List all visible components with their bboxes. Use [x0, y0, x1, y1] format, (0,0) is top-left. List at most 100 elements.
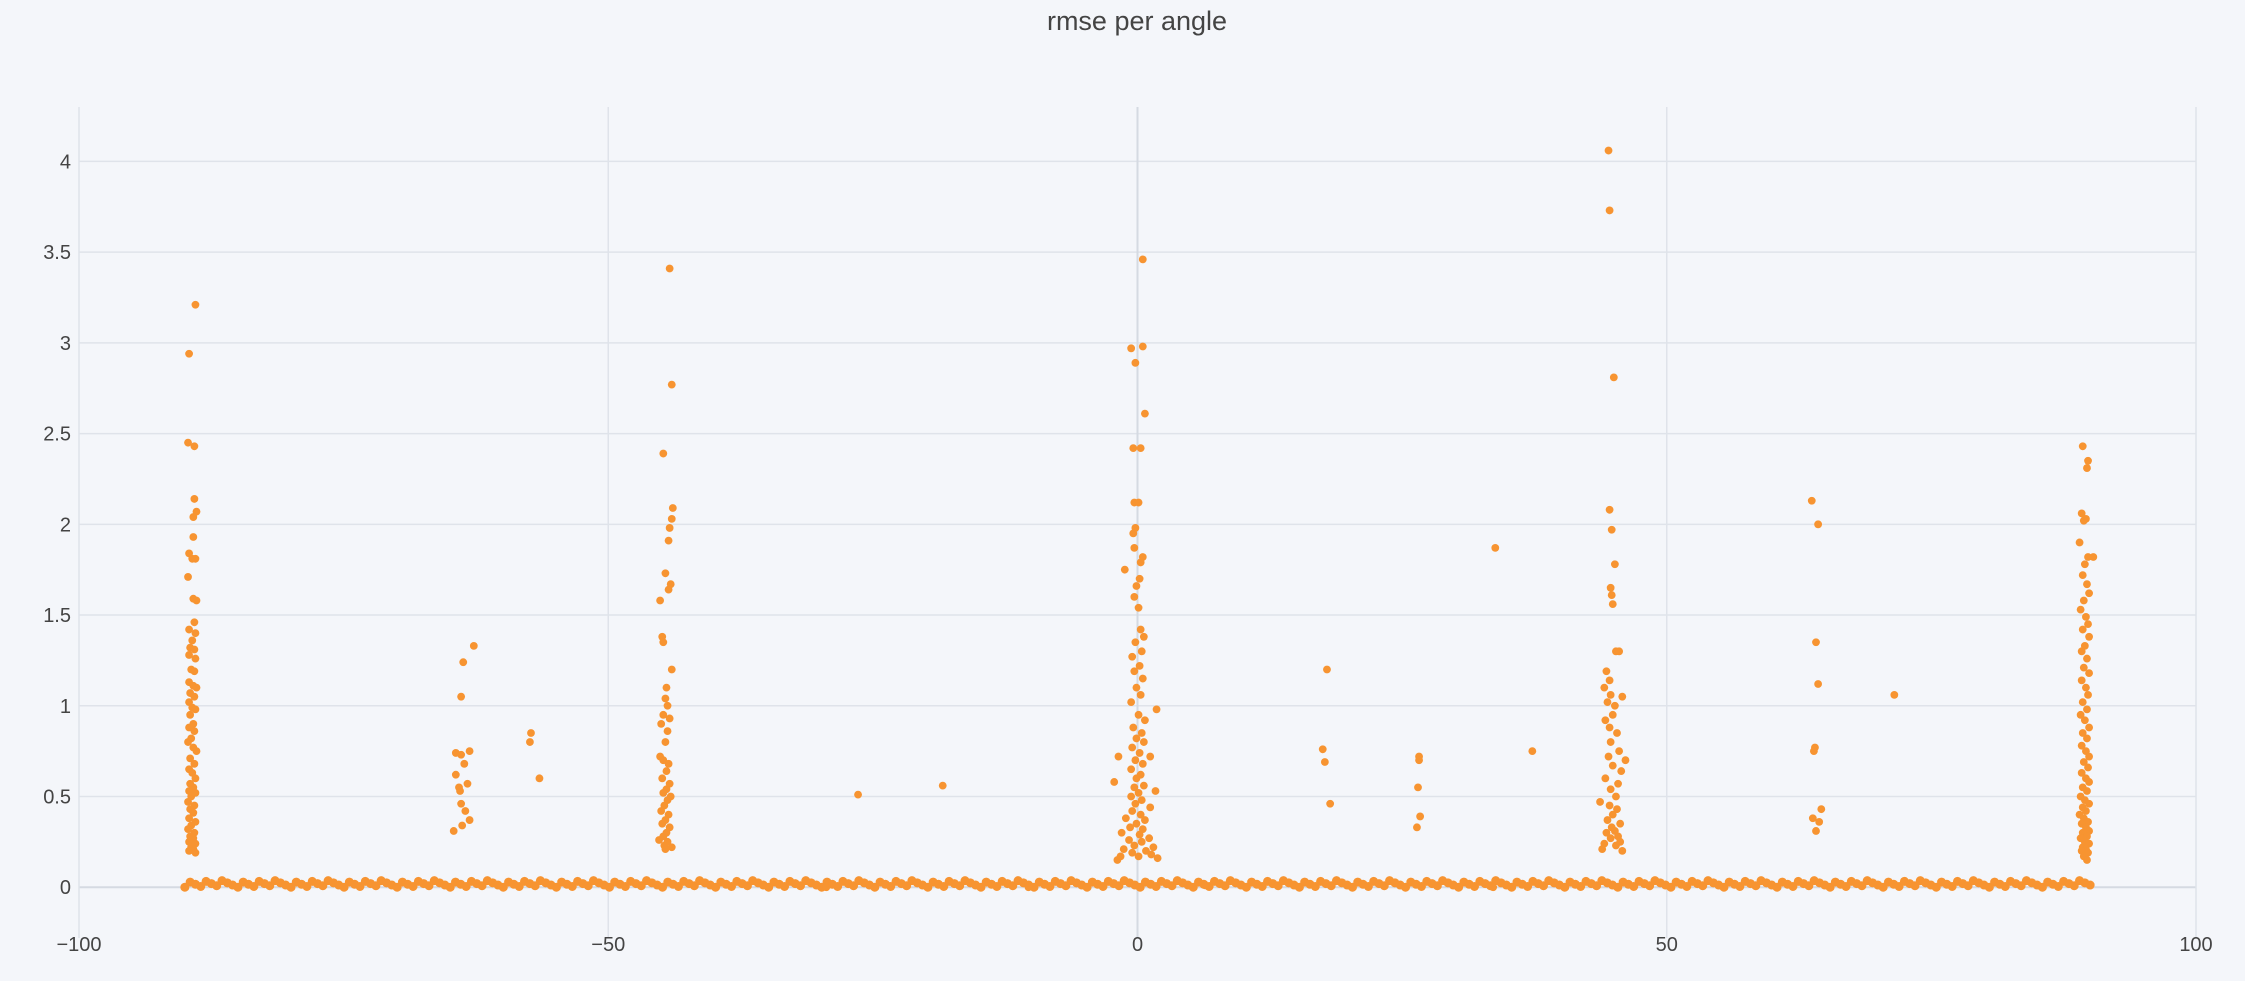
data-point: [1809, 747, 1818, 756]
data-point: [1610, 701, 1619, 710]
data-point: [1136, 444, 1145, 453]
data-point: [188, 636, 197, 645]
data-point: [1491, 544, 1500, 552]
data-point: [1138, 342, 1147, 351]
data-point: [1612, 792, 1620, 801]
data-point: [664, 536, 673, 545]
data-point: [938, 781, 947, 790]
data-point: [1807, 496, 1816, 505]
data-point: [667, 843, 676, 852]
data-point: [1528, 747, 1537, 756]
data-point: [185, 847, 193, 855]
data-point: [661, 845, 670, 853]
data-point: [1128, 743, 1137, 752]
data-point: [1614, 779, 1622, 788]
data-point: [189, 533, 198, 541]
data-point: [1125, 836, 1133, 844]
data-point: [459, 658, 468, 667]
data-point: [667, 665, 676, 674]
y-tick-label: 4: [60, 151, 71, 173]
data-point: [1608, 761, 1617, 770]
data-point: [658, 819, 667, 828]
data-point: [192, 683, 201, 692]
data-point: [665, 714, 674, 723]
data-point: [1605, 801, 1614, 810]
data-point: [1134, 710, 1143, 719]
data-point: [1616, 819, 1625, 828]
data-point: [1127, 765, 1136, 774]
data-point: [465, 747, 474, 756]
data-point: [665, 264, 674, 273]
data-point: [2079, 516, 2088, 525]
data-point: [2084, 620, 2092, 629]
data-point: [854, 790, 862, 799]
data-point: [1138, 674, 1147, 683]
data-point: [184, 738, 192, 746]
data-point: [1152, 705, 1161, 714]
data-point: [657, 719, 666, 728]
data-point: [535, 774, 544, 783]
data-point: [1201, 881, 1210, 890]
data-point: [1320, 758, 1329, 766]
x-tick-label: −50: [591, 934, 625, 956]
data-point: [1132, 582, 1141, 590]
data-point: [1139, 781, 1148, 790]
data-point: [657, 807, 666, 815]
data-point: [2076, 710, 2085, 719]
data-point: [1318, 745, 1327, 754]
data-point: [1812, 638, 1820, 647]
data-point: [1601, 774, 1610, 783]
data-point: [1134, 498, 1143, 507]
data-point: [1414, 783, 1422, 792]
y-tick-label: 2.5: [43, 424, 71, 446]
data-point: [1114, 752, 1123, 761]
data-point: [1121, 814, 1130, 823]
data-point: [190, 759, 199, 768]
data-point: [2082, 683, 2090, 692]
data-point: [1605, 723, 1614, 732]
data-point: [1120, 565, 1129, 574]
data-point: [1149, 843, 1158, 852]
data-point: [2079, 663, 2088, 672]
data-point: [1136, 558, 1145, 567]
data-point: [1153, 854, 1162, 863]
data-point: [1136, 625, 1145, 634]
data-point: [2080, 560, 2089, 569]
data-point: [1416, 812, 1425, 821]
data-point: [1135, 749, 1144, 757]
data-point: [469, 641, 478, 650]
data-point: [661, 569, 670, 578]
data-point: [1606, 583, 1615, 592]
data-point: [1135, 574, 1144, 583]
data-point: [2084, 690, 2092, 699]
data-point: [2085, 799, 2093, 808]
data-point: [2077, 509, 2086, 518]
data-point: [2083, 734, 2091, 743]
y-tick-label: 1.5: [43, 605, 71, 627]
y-tick-label: 2: [60, 514, 71, 536]
data-point: [458, 821, 467, 830]
data-point: [2084, 763, 2092, 772]
data-point: [2082, 807, 2090, 815]
data-point: [2083, 787, 2091, 795]
data-point: [668, 504, 677, 512]
data-point: [2083, 705, 2091, 714]
data-point: [1117, 828, 1126, 837]
data-point: [1138, 255, 1147, 264]
data-point: [1130, 667, 1139, 676]
data-point: [2076, 605, 2085, 614]
data-point: [461, 807, 470, 815]
data-point: [185, 814, 193, 823]
data-point: [2084, 456, 2092, 465]
x-tick-label: 50: [1656, 934, 1678, 956]
data-point: [189, 808, 198, 817]
data-point: [1128, 848, 1137, 857]
data-point: [1137, 647, 1146, 656]
data-point: [190, 692, 199, 701]
data-point: [2078, 625, 2087, 634]
data-point: [663, 701, 672, 710]
data-point: [191, 554, 200, 563]
data-point: [184, 825, 192, 834]
data-point: [189, 513, 198, 521]
